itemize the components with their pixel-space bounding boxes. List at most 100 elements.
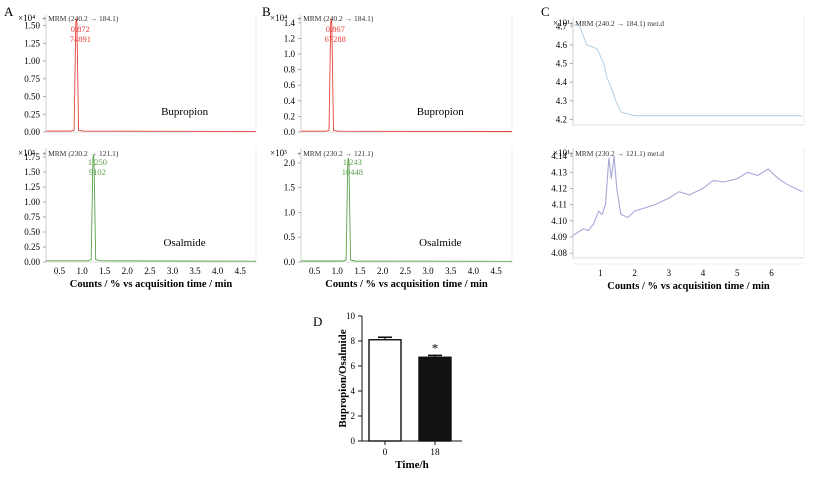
panel-c-xtick-label: 1 (598, 268, 603, 278)
panel-b-xlabel: Counts / % vs acquisition time / min (325, 279, 488, 290)
panel-b-xtick-label: 2.0 (377, 266, 389, 276)
panel-c-xlabel: Counts / % vs acquisition time / min (607, 281, 770, 292)
panel-b-xtick-label: 1.5 (354, 266, 366, 276)
panel-a-sub2-ytick-label: 1.50 (24, 167, 40, 177)
panel-b-sub1-ytick-label: 1.0 (284, 49, 296, 59)
panel-d-ytick-label: 0 (351, 436, 356, 446)
panel-a-sub2-scale-label: ×10³ (18, 148, 35, 158)
panel-b-xtick-label: 2.5 (400, 266, 412, 276)
panel-c-sub2-scale-label: ×10¹ (553, 148, 570, 158)
panel-a-xtick-label: 3.5 (189, 266, 201, 276)
panel-b-sub1-ytick-label: 0.2 (284, 111, 295, 121)
panel-a-sub1-peak-trace (46, 18, 257, 132)
panel-c-sub2-ytick-label: 4.14 (551, 151, 567, 161)
panel-a-sub1-compound-label: Bupropion (161, 106, 209, 118)
panel-d-bar-0 (368, 339, 402, 442)
panel-a-xlabel: Counts / % vs acquisition time / min (70, 279, 233, 290)
panel-a-xtick-label: 4.5 (235, 266, 247, 276)
panel-c-xtick-label: 5 (735, 268, 740, 278)
panel-a-xtick-label: 1.0 (77, 266, 89, 276)
panel-a-xtick-label: 4.0 (212, 266, 224, 276)
panel-a-sub1-ytick-label: 0.75 (24, 74, 40, 84)
panel-b-sub2-compound-label: Osalmide (419, 237, 461, 249)
panel-b-sub2-peak-rt: 1.243 (343, 157, 362, 167)
panel-a-sub2-peak-area: 9102 (89, 167, 106, 177)
panel-a-sub2-ytick-label: 0.00 (24, 257, 40, 267)
panel-d-xlabel: Time/h (395, 459, 428, 471)
panel-a-sub1-trace-label: + MRM (240.2 → 184.1) (42, 14, 119, 23)
panel-a-sub1-scale-label: ×10⁴ (18, 13, 35, 23)
panel-c-xtick-label: 2 (632, 268, 637, 278)
panel-a-sub2-ytick-label: 1.75 (24, 152, 40, 162)
panel-b-sub1-ytick-label: 1.4 (284, 18, 296, 28)
panel-a-sub1-peak-rt: 0.872 (71, 24, 90, 34)
panel-d-ytick-label: 8 (351, 336, 356, 346)
panel-d-letter: D (313, 314, 322, 329)
panel-c-sub1-ytick-label: 4.5 (556, 59, 568, 69)
panel-b-sub1-ytick-label: 0.6 (284, 80, 296, 90)
panel-c-sub2-ytick-label: 4.13 (551, 167, 567, 177)
panel-d-xtick-label-18: 18 (430, 448, 440, 458)
panel-b-xtick-label: 3.5 (445, 266, 457, 276)
panel-c-sub2-trace-label: + MRM (230.2 → 121.1) met.d (569, 149, 664, 158)
panel-c-xtick-label: 4 (701, 268, 706, 278)
panel-b-xtick-label: 4.5 (490, 266, 502, 276)
panel-b-sub1-scale-label: ×10⁴ (270, 13, 287, 23)
panel-b-xtick-label: 3.0 (422, 266, 434, 276)
panel-c-sub2-ytick-label: 4.12 (551, 183, 567, 193)
panel-c-sub2-ytick-label: 4.10 (551, 216, 567, 226)
panel-b-sub2-peak-area: 10448 (342, 167, 363, 177)
panel-d-ytick-label: 6 (351, 361, 356, 371)
panel-c-sub2-ytick-label: 4.11 (552, 200, 567, 210)
panel-b-xtick-label: 4.0 (468, 266, 480, 276)
panel-d-bar-18 (418, 356, 452, 442)
panel-a-xtick-label: 1.5 (99, 266, 111, 276)
panel-b-letter: B (262, 4, 271, 19)
panel-b-sub1-peak-rt: 0.867 (326, 24, 345, 34)
panel-a-sub1-ytick-label: 1.00 (24, 56, 40, 66)
panel-c-letter: C (541, 4, 550, 19)
panel-b-sub1-ytick-label: 0.8 (284, 65, 296, 75)
panel-a-sub2-ytick-label: 0.75 (24, 212, 40, 222)
panel-a-sub1-ytick-label: 0.50 (24, 92, 40, 102)
panel-a-sub2-ytick-label: 1.25 (24, 182, 40, 192)
panel-b-sub1-peak-area: 67288 (325, 34, 346, 44)
panel-a-xtick-label: 0.5 (54, 266, 66, 276)
panel-b-sub2-ytick-label: 0.0 (284, 257, 296, 267)
panel-a-sub2-trace-label: + MRM (230.2 → 121.1) (42, 149, 119, 158)
panel-a-sub2-ytick-label: 1.00 (24, 197, 40, 207)
panel-a-sub2-peak-trace (46, 155, 257, 262)
panel-c-sub2-ytick-label: 4.09 (551, 232, 567, 242)
panel-b-sub1-ytick-label: 0.4 (284, 96, 296, 106)
panel-a-sub1-ytick-label: 1.50 (24, 21, 40, 31)
panel-b-sub1-compound-label: Bupropion (417, 106, 465, 118)
panel-c-xtick-label: 3 (667, 268, 672, 278)
panel-b-sub2-scale-label: ×10³ (270, 148, 287, 158)
panel-b-xtick-label: 0.5 (309, 266, 321, 276)
panel-b-sub1-trace-label: + MRM (240.2 → 184.1) (297, 14, 374, 23)
panel-a-sub2-compound-label: Osalmide (164, 237, 206, 249)
panel-c-sub1-trace-line (572, 23, 803, 117)
panel-a-sub1-ytick-label: 1.25 (24, 38, 40, 48)
panel-a-xtick-label: 3.0 (167, 266, 179, 276)
panel-a-xtick-label: 2.5 (144, 266, 156, 276)
panel-d-ytick-label: 10 (346, 311, 356, 321)
panel-c-sub1-ytick-label: 4.4 (556, 77, 568, 87)
panel-a-sub2-peak-rt: 1.250 (88, 157, 107, 167)
panel-d-ytick-label: 2 (351, 411, 356, 421)
panel-b-sub1-peak-trace (301, 18, 513, 132)
panel-c-sub2-ytick-label: 4.08 (551, 248, 567, 258)
panel-a-xtick-label: 2.0 (122, 266, 134, 276)
panel-c-sub2-trace-line (572, 156, 803, 236)
panel-b-xtick-label: 1.0 (332, 266, 344, 276)
panel-d-ytick-label: 4 (351, 386, 356, 396)
panel-b-sub2-ytick-label: 1.5 (284, 183, 296, 193)
panel-a-sub2-ytick-label: 0.25 (24, 242, 40, 252)
panel-c-xtick-label: 6 (769, 268, 774, 278)
panel-d-ylabel: Bupropion/Osalmide (337, 329, 349, 427)
panel-a-letter: A (4, 4, 14, 19)
panel-a-sub1-ytick-label: 0.00 (24, 127, 40, 137)
panel-b-sub2-ytick-label: 0.5 (284, 232, 296, 242)
panel-b-sub2-trace-label: + MRM (230.2 → 121.1) (297, 149, 374, 158)
